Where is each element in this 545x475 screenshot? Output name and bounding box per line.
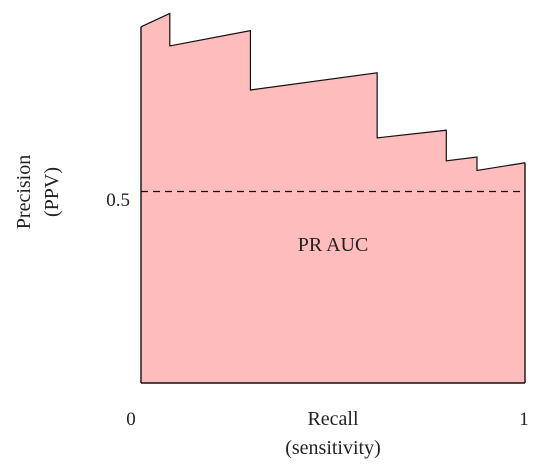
x-tick-label-min: 0 — [126, 409, 136, 430]
y-axis-label-line1: Precision — [13, 155, 35, 229]
auc-area — [141, 13, 525, 384]
x-axis-label-line2: (sensitivity) — [285, 437, 381, 459]
annotation-label: PR AUC — [298, 234, 369, 256]
plot-area — [140, 12, 526, 384]
x-axis-label-line1: Recall — [307, 408, 359, 430]
pr-curve-line — [140, 12, 526, 172]
y-tick-label: 0.5 — [106, 190, 130, 211]
x-tick-label-max: 1 — [519, 409, 529, 430]
y-axis-label-line2: (PPV) — [41, 167, 63, 217]
